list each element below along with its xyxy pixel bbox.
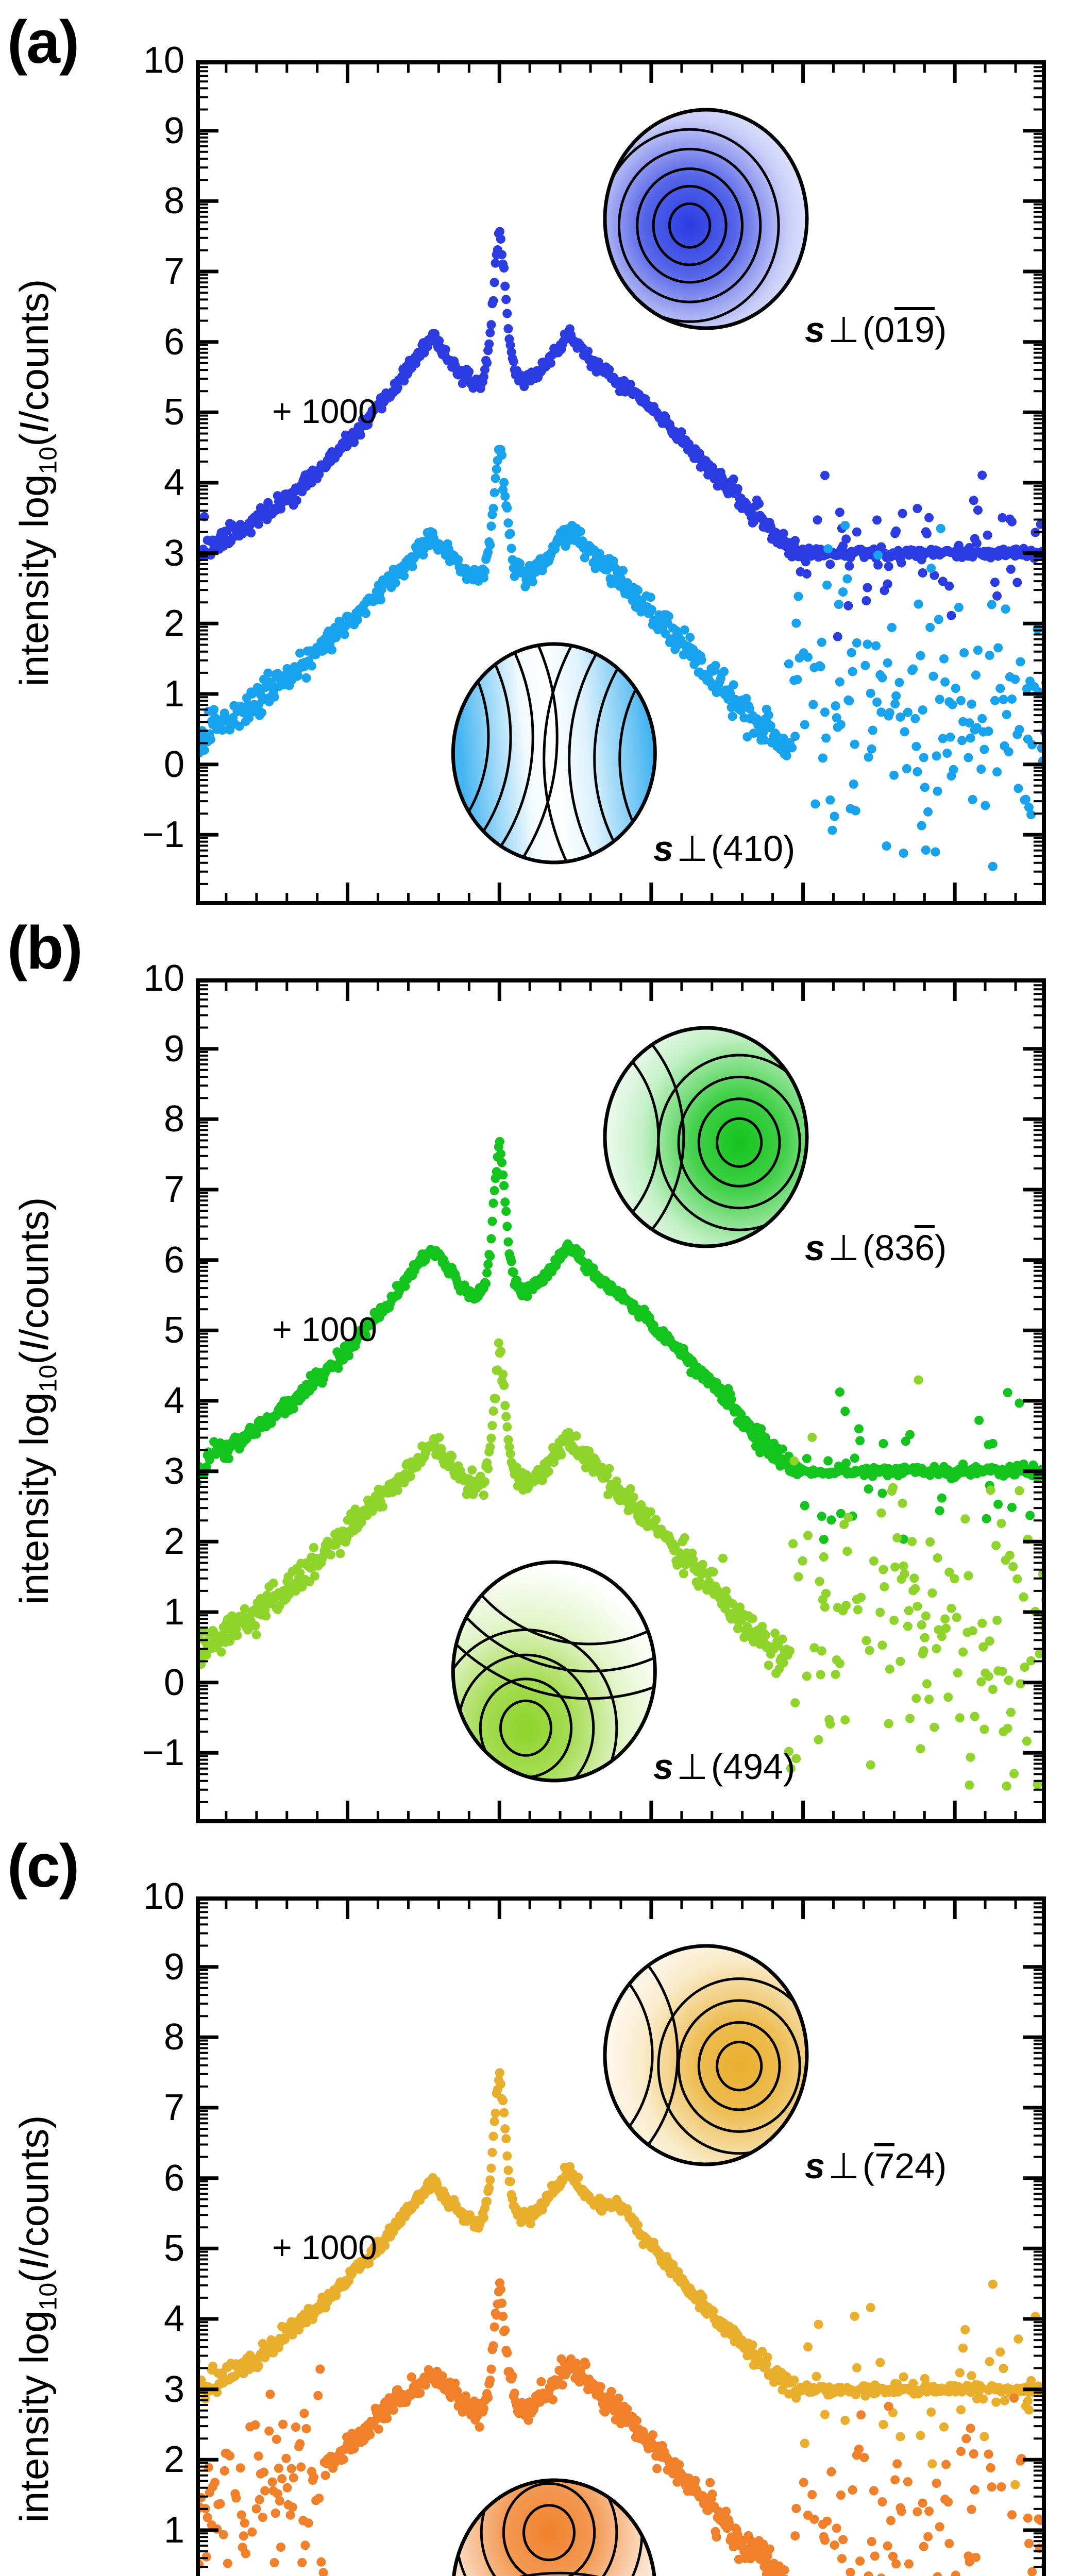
y-tick-label: 3 [163, 532, 184, 574]
y-tick-label: 9 [163, 1028, 184, 1070]
y-tick-label: −1 [142, 1732, 184, 1774]
y-tick-label: 8 [163, 2016, 184, 2058]
axes-frame-and-ticks [196, 978, 1046, 1823]
y-tick-label: 5 [163, 2228, 184, 2269]
y-tick-label: 10 [143, 1876, 184, 1917]
panel-c-letter: (c) [7, 1832, 79, 1900]
offset-label-c: + 1000 [272, 2228, 377, 2266]
inset-projection-b-1 [451, 1560, 657, 1783]
offset-label-b: + 1000 [272, 1310, 377, 1348]
y-axis-title-a: intensity log10(I/counts) [11, 279, 62, 687]
inset-label-a-top: s⊥(019) [805, 307, 946, 351]
miller-index: 494 [723, 1747, 784, 1787]
y-tick-label: 4 [163, 2298, 184, 2340]
trace-s ⊥ (01̄9̄) [196, 227, 1046, 641]
miller-index: 410 [723, 828, 784, 869]
inset-projection-c-1 [452, 2478, 656, 2576]
y-tick-label: 1 [163, 2510, 184, 2551]
miller-index: 24 [894, 2146, 935, 2186]
miller-index: 83 [874, 1228, 915, 1268]
y-tick-label: 2 [163, 2439, 184, 2481]
miller-index-overline: 19 [894, 307, 935, 348]
y-tick-label: 6 [163, 2157, 184, 2199]
y-tick-label: 7 [163, 251, 184, 292]
y-tick-label: 4 [163, 1380, 184, 1421]
y-tick-label: 6 [163, 1239, 184, 1281]
y-tick-label: 10 [143, 958, 184, 999]
y-axis-title-b: intensity log10(I/counts) [11, 1197, 62, 1605]
trace-s ⊥ (7̄24) [196, 2068, 1046, 2489]
miller-index: 0 [874, 310, 895, 350]
axes-frame-and-ticks [196, 60, 1046, 905]
y-tick-label: 5 [163, 392, 184, 433]
y-tick-label: 2 [163, 1521, 184, 1563]
miller-index-overline: 6 [915, 1225, 935, 1266]
y-tick-label: 9 [163, 110, 184, 151]
inset-label-b-top: s⊥(836) [805, 1225, 946, 1269]
panel-a-plot [196, 60, 1046, 905]
y-tick-label: 3 [163, 2368, 184, 2410]
inset-projection-b-0 [603, 1026, 809, 1248]
inset-projection-c-0 [603, 1944, 809, 2166]
y-axis-title-c: intensity log10(I/counts) [11, 2115, 62, 2523]
inset-projection-a-0 [603, 108, 809, 330]
trace-s ⊥ (494) [196, 1338, 1046, 1791]
inset-label-a-bottom: s⊥(410) [653, 828, 796, 869]
miller-index-overline: 7 [874, 2143, 895, 2184]
y-tick-label: 8 [163, 180, 184, 222]
panel-c-plot [196, 1896, 1046, 2576]
inset-label-b-bottom: s⊥(494) [653, 1747, 796, 1787]
y-tick-label: 9 [163, 1946, 184, 1988]
trace-s ⊥ (836̄) [196, 1137, 1046, 1544]
y-tick-label: 7 [163, 2087, 184, 2128]
panel-b-plot [196, 978, 1046, 1823]
y-tick-label: −1 [142, 814, 184, 856]
y-tick-label: 0 [163, 743, 184, 785]
offset-label-a: + 1000 [272, 392, 377, 430]
panel-b-letter: (b) [7, 914, 83, 982]
trace-s ⊥ (1̄52̄) [196, 2278, 1046, 2576]
panel-a-letter: (a) [7, 8, 79, 76]
inset-projection-a-1 [451, 642, 657, 865]
y-tick-label: 2 [163, 603, 184, 645]
y-tick-label: 7 [163, 1169, 184, 1210]
y-tick-label: 3 [163, 1450, 184, 1492]
y-tick-label: 5 [163, 1310, 184, 1351]
y-tick-label: 6 [163, 321, 184, 363]
y-tick-label: 1 [163, 1591, 184, 1633]
y-tick-label: 4 [163, 462, 184, 503]
y-tick-label: 0 [163, 1662, 184, 1703]
trace-s ⊥ (410) [196, 445, 1046, 871]
y-tick-label: 8 [163, 1098, 184, 1140]
inset-label-c-top: s⊥(724) [805, 2143, 946, 2187]
y-tick-label: 1 [163, 673, 184, 715]
axes-frame-and-ticks [196, 1896, 1046, 2576]
y-tick-label: 10 [143, 40, 184, 81]
